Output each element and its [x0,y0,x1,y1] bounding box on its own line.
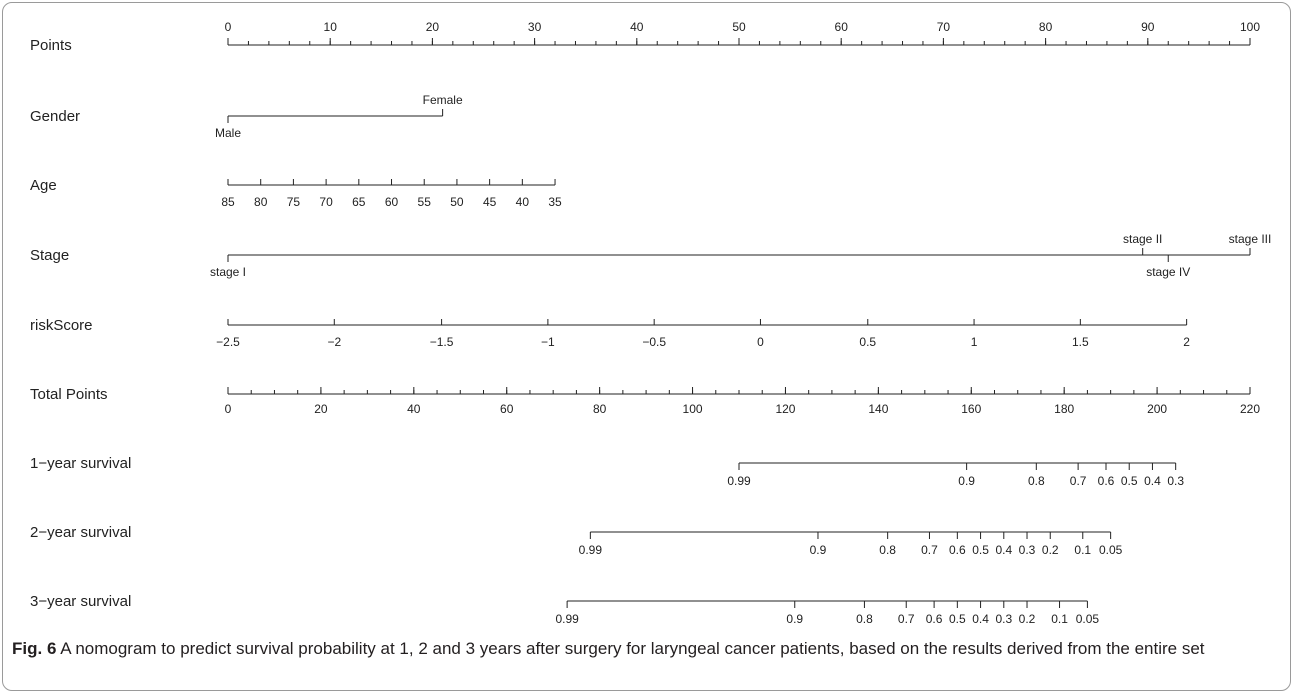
gender-level-male: Male [215,126,241,140]
points-tick-label-50: 50 [732,20,746,34]
stage-level-stage-i: stage I [210,265,246,279]
2-year-survival-tick-label-0-5: 0.5 [972,543,989,557]
age-tick-label-40: 40 [516,195,530,209]
total-points-tick-label-140: 140 [868,402,888,416]
stage-level-stage-iii: stage III [1229,232,1272,246]
3-year-survival-tick-label-0-99: 0.99 [555,612,579,626]
3-year-survival-tick-label-0-9: 0.9 [786,612,803,626]
riskscore-tick-label-0: 0 [757,335,764,349]
age-tick-label-55: 55 [418,195,432,209]
total-points-tick-label-200: 200 [1147,402,1167,416]
1-year-survival-tick-label-0-7: 0.7 [1070,474,1087,488]
total-points-tick-label-20: 20 [314,402,328,416]
points-tick-label-80: 80 [1039,20,1053,34]
age-tick-label-70: 70 [319,195,333,209]
age-tick-label-75: 75 [287,195,301,209]
gender-row-label: Gender [30,108,80,125]
total-points-tick-label-120: 120 [775,402,795,416]
points-tick-label-20: 20 [426,20,440,34]
3-year-survival-tick-label-0-8: 0.8 [856,612,873,626]
total-points-tick-label-60: 60 [500,402,514,416]
figure-caption: Fig. 6 A nomogram to predict survival pr… [12,636,1277,661]
riskscore-tick-label-1-5: −1.5 [430,335,454,349]
3-year-survival-tick-label-0-05: 0.05 [1076,612,1100,626]
2-year-survival-tick-label-0-99: 0.99 [579,543,603,557]
2-year-survival-tick-label-0-3: 0.3 [1019,543,1036,557]
3-year-survival-tick-label-0-5: 0.5 [949,612,966,626]
points-tick-label-10: 10 [324,20,338,34]
2-year-survival-tick-label-0-2: 0.2 [1042,543,1059,557]
total-points-tick-label-80: 80 [593,402,607,416]
3-year-survival-tick-label-0-2: 0.2 [1019,612,1036,626]
points-tick-label-40: 40 [630,20,644,34]
3-year-survival-tick-label-0-4: 0.4 [972,612,989,626]
riskscore-tick-label-0-5: 0.5 [859,335,876,349]
points-tick-label-70: 70 [937,20,951,34]
riskscore-tick-label-2: 2 [1183,335,1190,349]
age-tick-label-45: 45 [483,195,497,209]
riskscore-tick-label-2-5: −2.5 [216,335,240,349]
riskscore-tick-label-1: −1 [541,335,555,349]
gender-level-female: Female [423,93,463,107]
1-year-survival-tick-label-0-5: 0.5 [1121,474,1138,488]
points-tick-label-60: 60 [835,20,849,34]
total-points-tick-label-0: 0 [225,402,232,416]
age-row-label: Age [30,177,57,194]
points-tick-label-90: 90 [1141,20,1155,34]
2-year-survival-tick-label-0-8: 0.8 [879,543,896,557]
points-row-label: Points [30,37,72,54]
2-year-survival-tick-label-0-6: 0.6 [949,543,966,557]
total-points-row-label: Total Points [30,386,108,403]
1-year-survival-tick-label-0-3: 0.3 [1167,474,1184,488]
age-tick-label-80: 80 [254,195,268,209]
2-year-survival-tick-label-0-7: 0.7 [921,543,938,557]
2-year-survival-tick-label-0-1: 0.1 [1074,543,1091,557]
total-points-tick-label-100: 100 [683,402,703,416]
1-year-survival-tick-label-0-8: 0.8 [1028,474,1045,488]
points-tick-label-30: 30 [528,20,542,34]
age-tick-label-85: 85 [221,195,235,209]
2-year-survival-row-label: 2−year survival [30,524,131,541]
riskscore-tick-label-1-5: 1.5 [1072,335,1089,349]
3-year-survival-tick-label-0-7: 0.7 [898,612,915,626]
figure-caption-text: A nomogram to predict survival probabili… [60,639,1204,658]
total-points-tick-label-40: 40 [407,402,421,416]
age-tick-label-35: 35 [548,195,562,209]
riskscore-tick-label-0-5: −0.5 [642,335,666,349]
total-points-tick-label-160: 160 [961,402,981,416]
1-year-survival-tick-label-0-6: 0.6 [1098,474,1115,488]
riskscore-tick-label-1: 1 [971,335,978,349]
points-tick-label-100: 100 [1240,20,1260,34]
figure-caption-label: Fig. 6 [12,639,56,658]
2-year-survival-tick-label-0-9: 0.9 [810,543,827,557]
1-year-survival-row-label: 1−year survival [30,455,131,472]
3-year-survival-tick-label-0-3: 0.3 [995,612,1012,626]
3-year-survival-tick-label-0-1: 0.1 [1051,612,1068,626]
points-tick-label-0: 0 [225,20,232,34]
total-points-tick-label-220: 220 [1240,402,1260,416]
age-tick-label-65: 65 [352,195,366,209]
stage-level-stage-ii: stage II [1123,232,1162,246]
riskscore-tick-label-2: −2 [327,335,341,349]
1-year-survival-tick-label-0-99: 0.99 [727,474,751,488]
2-year-survival-tick-label-0-05: 0.05 [1099,543,1123,557]
3-year-survival-tick-label-0-6: 0.6 [926,612,943,626]
stage-row-label: Stage [30,247,69,264]
1-year-survival-tick-label-0-9: 0.9 [958,474,975,488]
1-year-survival-tick-label-0-4: 0.4 [1144,474,1161,488]
stage-level-stage-iv: stage IV [1146,265,1190,279]
2-year-survival-tick-label-0-4: 0.4 [995,543,1012,557]
age-tick-label-50: 50 [450,195,464,209]
riskscore-row-label: riskScore [30,317,93,334]
total-points-tick-label-180: 180 [1054,402,1074,416]
age-tick-label-60: 60 [385,195,399,209]
3-year-survival-row-label: 3−year survival [30,593,131,610]
